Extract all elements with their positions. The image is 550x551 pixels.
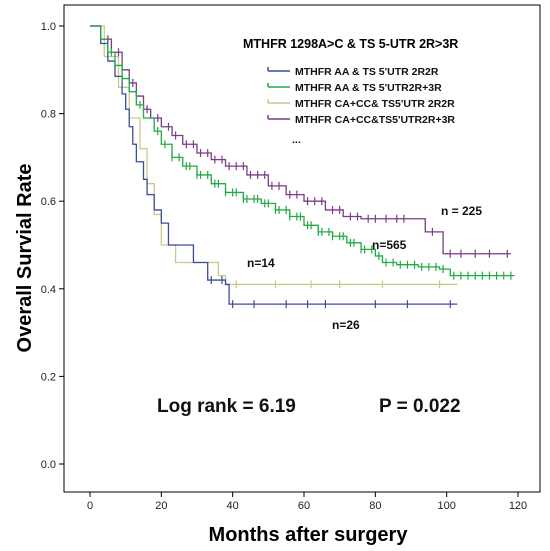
legend-label-series-2: MTHFR AA & TS 5'UTR2R+3R	[295, 82, 442, 94]
legend-more: ...	[292, 134, 301, 146]
legend-label-series-3: MTHFR CA+CC& TS5'UTR 2R2R	[295, 98, 455, 110]
x-tick-label: 0	[87, 500, 93, 512]
n-label-series-1: n=26	[332, 318, 360, 332]
y-tick-label: 0.0	[41, 459, 56, 471]
x-tick-label: 80	[369, 500, 381, 512]
legend-label-series-4: MTHFR CA+CC&TS5'UTR2R+3R	[295, 114, 455, 126]
y-tick-label: 0.2	[41, 371, 56, 383]
y-tick-label: 0.4	[41, 284, 56, 296]
survival-curve-series-2	[90, 25, 515, 277]
x-tick-label: 20	[155, 500, 167, 512]
axes: 0 20 40 60 80 100 120 0.0 0.2 0.4 0.6 0.8 1.0	[41, 4, 541, 512]
n-label-series-2: n=565	[372, 238, 407, 252]
survival-curve-series-1	[90, 25, 458, 305]
p-value-label: P = 0.022	[379, 396, 461, 417]
x-tick-label: 120	[509, 500, 527, 512]
chart-title: MTHFR 1298A>C & TS 5-UTR 2R>3R	[243, 37, 458, 51]
y-tick-label: 0.8	[41, 109, 56, 121]
legend-label-series-1: MTHFR AA & TS 5'UTR 2R2R	[295, 66, 439, 78]
x-tick-label: 100	[437, 500, 455, 512]
y-tick-label: 1.0	[41, 21, 56, 33]
log-rank-label: Log rank = 6.19	[157, 396, 296, 417]
x-axis-title: Months after surgery	[209, 524, 409, 546]
x-tick-label: 40	[227, 500, 239, 512]
n-label-series-3: n=14	[247, 256, 275, 270]
x-tick-label: 60	[298, 500, 310, 512]
survival-curve-series-3	[90, 25, 458, 286]
plot-frame	[63, 4, 541, 493]
y-axis-title: Overall Survial Rate	[14, 164, 36, 353]
n-label-series-4: n = 225	[441, 204, 482, 218]
legend: MTHFR AA & TS 5'UTR 2R2R MTHFR AA & TS 5'…	[267, 66, 455, 126]
censor-marks	[107, 35, 512, 309]
y-tick-label: 0.6	[41, 196, 56, 208]
